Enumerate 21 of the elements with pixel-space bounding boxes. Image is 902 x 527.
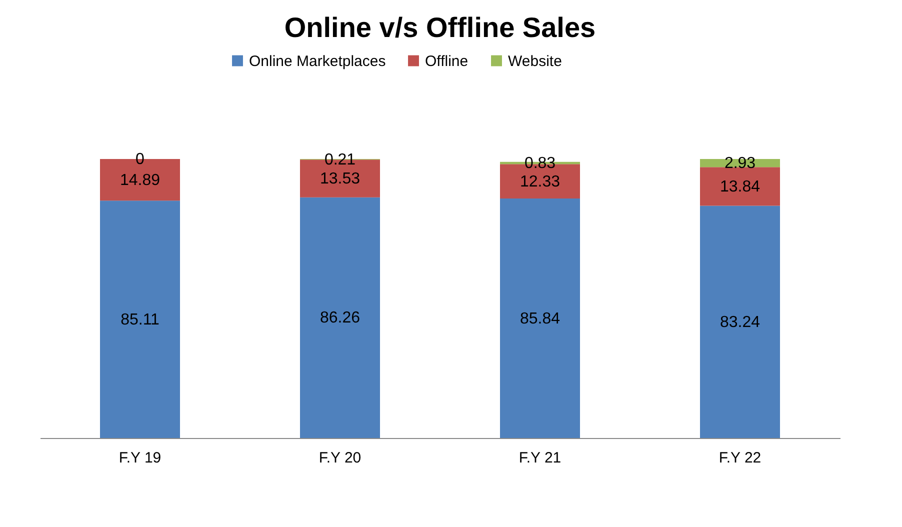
data-label: 13.84 (720, 178, 760, 196)
bar (300, 197, 380, 438)
data-label: 14.89 (120, 172, 160, 189)
x-tick-label: F.Y 20 (318, 450, 362, 466)
chart-title: Online v/s Offline Sales (284, 12, 596, 43)
data-label: 83.24 (720, 314, 760, 331)
data-label: 13.53 (320, 170, 360, 188)
bar (500, 198, 580, 438)
x-tick-label: F.Y 19 (118, 450, 162, 466)
data-label: 12.33 (520, 173, 560, 190)
bar (700, 206, 780, 438)
data-label: 86.26 (320, 310, 360, 327)
legend-label: Website (508, 52, 562, 70)
x-tick-label: F.Y 22 (718, 450, 762, 466)
x-tick-label: F.Y 21 (518, 450, 562, 466)
data-label: 85.11 (120, 311, 160, 328)
bar (100, 200, 180, 438)
bar (700, 167, 780, 206)
data-label: 85.84 (520, 310, 560, 328)
legend-label: Online Marketplaces (249, 52, 386, 70)
legend-label: Offline (425, 52, 468, 70)
